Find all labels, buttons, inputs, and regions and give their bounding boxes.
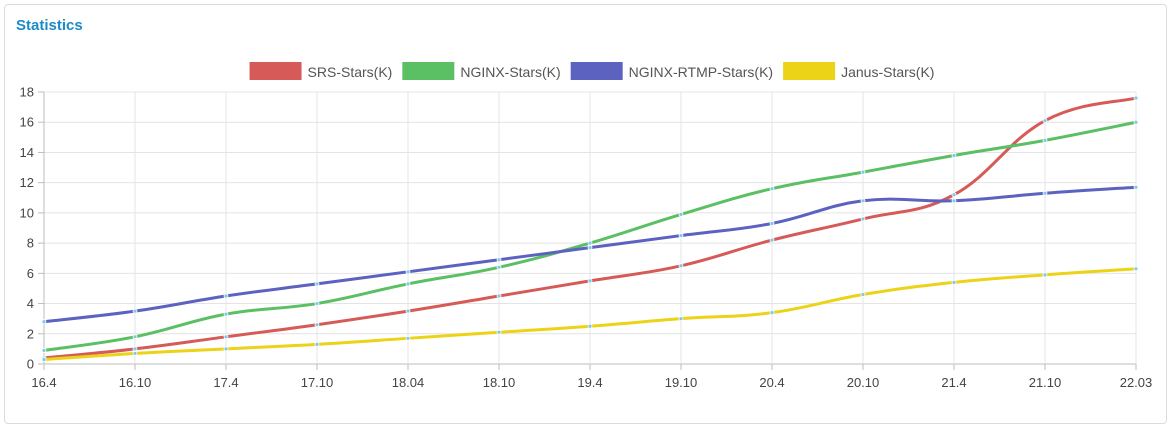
x-tick-label: 17.10 xyxy=(301,375,334,390)
data-point[interactable] xyxy=(1042,190,1048,196)
x-tick-label: 19.10 xyxy=(665,375,698,390)
line-chart: 0 2 4 6 8 10 12 14 16 18 16.4 16.10 17.4 17.10 18.04 18… xyxy=(20,62,1153,391)
data-point[interactable] xyxy=(132,346,138,352)
data-point[interactable] xyxy=(860,292,866,297)
x-tick-label: 19.4 xyxy=(577,375,602,390)
data-point[interactable] xyxy=(860,198,866,204)
data-point[interactable] xyxy=(314,281,320,287)
legend-label: NGINX-RTMP-Stars(K) xyxy=(629,64,773,80)
y-tick-label: 18 xyxy=(20,85,34,100)
data-point[interactable] xyxy=(1042,118,1048,124)
data-point[interactable] xyxy=(314,301,320,306)
x-tick-label: 22.03 xyxy=(1120,375,1153,390)
data-point[interactable] xyxy=(132,334,138,340)
data-point[interactable] xyxy=(951,198,957,204)
y-tick-label: 8 xyxy=(27,236,34,251)
y-tick-label: 6 xyxy=(27,266,34,281)
x-tick-label: 21.4 xyxy=(941,375,966,390)
data-point[interactable] xyxy=(1133,95,1139,101)
legend-label: NGINX-Stars(K) xyxy=(460,64,560,80)
data-point[interactable] xyxy=(951,279,957,285)
data-point[interactable] xyxy=(223,311,229,317)
data-point[interactable] xyxy=(951,192,957,198)
data-point[interactable] xyxy=(769,186,775,192)
x-tick-label: 18.10 xyxy=(483,375,516,390)
data-point[interactable] xyxy=(496,329,502,335)
series-lines xyxy=(41,95,1139,362)
legend-swatch[interactable] xyxy=(402,62,455,80)
data-point[interactable] xyxy=(223,293,229,299)
data-point[interactable] xyxy=(587,278,593,284)
data-point[interactable] xyxy=(860,216,866,222)
data-point[interactable] xyxy=(41,319,47,325)
data-point[interactable] xyxy=(314,341,320,347)
y-tick-label: 4 xyxy=(27,296,34,311)
data-point[interactable] xyxy=(223,346,229,352)
legend-swatch[interactable] xyxy=(570,62,623,80)
data-point[interactable] xyxy=(1133,266,1139,272)
data-point[interactable] xyxy=(678,211,684,217)
data-point[interactable] xyxy=(678,233,684,238)
y-tick-label: 10 xyxy=(20,205,34,220)
x-tick-label: 21.10 xyxy=(1029,375,1062,390)
x-tick-label: 18.04 xyxy=(392,375,425,390)
data-point[interactable] xyxy=(405,269,411,275)
legend-label: SRS-Stars(K) xyxy=(308,64,393,80)
axes: 0 2 4 6 8 10 12 14 16 18 16.4 16.10 17.4 17.10 18.04 18… xyxy=(20,85,1153,391)
x-tick-label: 17.4 xyxy=(213,375,238,390)
legend-swatch[interactable] xyxy=(783,62,836,80)
data-point[interactable] xyxy=(496,264,502,270)
data-point[interactable] xyxy=(405,335,411,341)
data-point[interactable] xyxy=(951,153,957,158)
x-tick-label: 16.4 xyxy=(31,375,56,390)
data-point[interactable] xyxy=(132,308,138,314)
legend: SRS-Stars(K) NGINX-Stars(K) NGINX-RTMP-Sta… xyxy=(249,62,934,80)
data-point[interactable] xyxy=(1133,119,1139,125)
data-point[interactable] xyxy=(496,293,502,299)
y-tick-label: 16 xyxy=(20,115,34,130)
data-point[interactable] xyxy=(405,308,411,314)
y-tick-label: 0 xyxy=(27,357,34,372)
legend-swatch[interactable] xyxy=(249,62,302,80)
data-point[interactable] xyxy=(1042,272,1048,278)
data-point[interactable] xyxy=(314,322,320,328)
data-point[interactable] xyxy=(769,221,775,226)
data-point[interactable] xyxy=(769,237,775,243)
grid-lines xyxy=(43,91,1137,365)
data-point[interactable] xyxy=(587,240,593,246)
data-point[interactable] xyxy=(496,257,502,263)
data-point[interactable] xyxy=(1042,137,1048,143)
x-tick-label: 20.10 xyxy=(847,375,880,390)
data-point[interactable] xyxy=(41,347,47,353)
panel-title: Statistics xyxy=(16,17,83,34)
x-tick-label: 16.10 xyxy=(119,375,152,390)
x-tick-label: 20.4 xyxy=(759,375,784,390)
data-point[interactable] xyxy=(132,351,138,356)
data-point[interactable] xyxy=(223,334,229,340)
data-point[interactable] xyxy=(678,263,684,269)
data-point[interactable] xyxy=(1133,184,1139,190)
y-tick-label: 14 xyxy=(20,145,34,160)
data-point[interactable] xyxy=(860,169,866,175)
data-point[interactable] xyxy=(587,245,593,251)
y-tick-label: 12 xyxy=(20,175,34,190)
y-tick-label: 2 xyxy=(27,326,34,341)
data-point[interactable] xyxy=(405,281,411,287)
data-point[interactable] xyxy=(41,357,47,362)
data-point[interactable] xyxy=(587,323,593,329)
legend-label: Janus-Stars(K) xyxy=(841,64,934,80)
data-point[interactable] xyxy=(678,316,684,322)
data-point[interactable] xyxy=(769,310,775,316)
